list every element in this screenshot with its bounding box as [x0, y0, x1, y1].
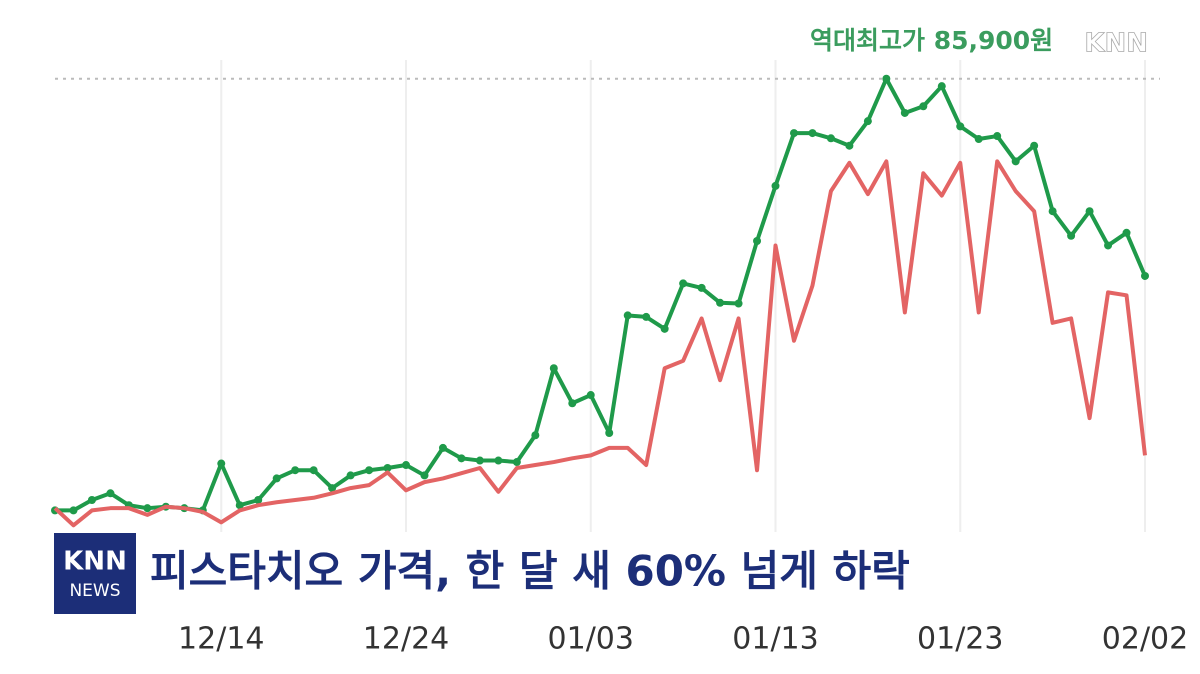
point	[974, 135, 983, 144]
point	[512, 458, 521, 467]
point	[956, 122, 965, 131]
point	[993, 132, 1002, 141]
point	[771, 181, 780, 190]
annotation: 역대최고가 85,900원	[810, 26, 1053, 55]
point	[568, 399, 577, 408]
point	[531, 431, 540, 440]
point	[808, 129, 817, 138]
point	[383, 463, 392, 472]
point	[919, 102, 928, 111]
point	[1122, 228, 1131, 237]
logo-bottom: NEWS	[69, 581, 120, 601]
point	[420, 471, 429, 480]
point	[254, 495, 263, 504]
logo-box	[54, 533, 136, 614]
point	[623, 311, 632, 320]
point	[402, 461, 411, 470]
point	[494, 456, 503, 465]
point	[753, 236, 762, 245]
point	[734, 299, 743, 308]
caption-bar	[0, 533, 1200, 617]
point	[697, 283, 706, 292]
point	[1067, 231, 1076, 240]
x-tick-label: 12/24	[363, 622, 449, 657]
x-tick-label: 01/03	[548, 622, 634, 657]
point	[900, 108, 909, 117]
point	[937, 82, 946, 91]
point	[365, 466, 374, 475]
point	[679, 279, 688, 288]
point	[235, 501, 244, 510]
point	[716, 298, 725, 307]
point	[1011, 157, 1020, 166]
point	[106, 489, 115, 498]
point	[87, 495, 96, 504]
point	[309, 466, 318, 475]
point	[549, 364, 558, 373]
logo-top: KNN	[63, 547, 127, 577]
x-tick-label: 01/23	[917, 622, 1003, 657]
point	[586, 391, 595, 400]
x-tick-label: 01/13	[732, 622, 818, 657]
point	[1085, 207, 1094, 216]
point	[1030, 141, 1039, 150]
point	[69, 506, 78, 515]
point	[457, 454, 466, 463]
plot	[51, 60, 1160, 532]
point	[1141, 271, 1149, 280]
point	[328, 484, 337, 493]
point	[826, 134, 835, 143]
watermark: KNN	[1084, 29, 1148, 59]
x-tick-label: 12/14	[178, 622, 264, 657]
series-line	[53, 159, 1147, 528]
point	[789, 129, 798, 138]
point	[272, 474, 281, 483]
point	[291, 466, 300, 475]
x-tick-label: 02/02	[1102, 622, 1188, 657]
point	[1104, 241, 1113, 250]
point	[143, 504, 152, 513]
point	[863, 117, 872, 126]
point	[845, 141, 854, 150]
point	[217, 459, 226, 468]
point	[1048, 207, 1057, 216]
point	[642, 312, 651, 321]
point	[660, 324, 669, 333]
point	[605, 429, 614, 438]
caption: 피스타치오 가격, 한 달 새 60% 넘게 하락	[150, 547, 910, 596]
point	[346, 471, 355, 480]
point	[438, 443, 447, 452]
point	[475, 456, 484, 465]
point	[882, 74, 891, 83]
